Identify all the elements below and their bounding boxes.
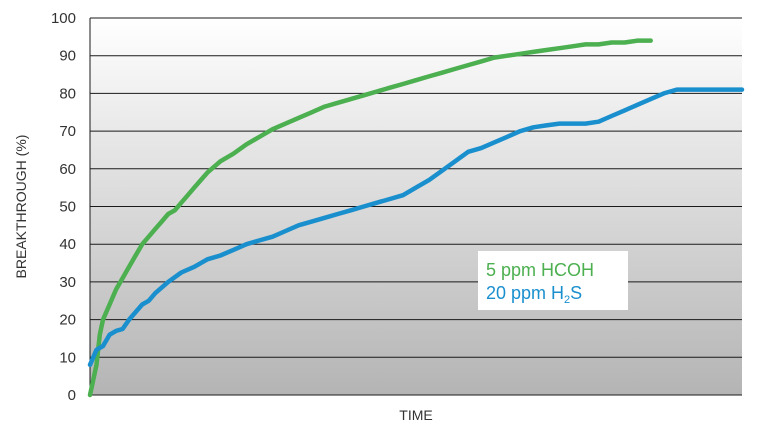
series-lines — [87, 38, 745, 398]
series-line-hcoh — [87, 38, 653, 398]
y-tick-label: 10 — [59, 349, 76, 366]
y-tick-label: 30 — [59, 274, 76, 291]
series-line-h2s — [87, 87, 745, 368]
y-tick-label: 60 — [59, 161, 76, 178]
y-axis-tick-labels: 0 10 20 30 40 50 60 70 80 90 100 — [51, 10, 76, 404]
y-tick-label: 0 — [68, 387, 76, 404]
y-tick-label: 100 — [51, 10, 76, 27]
y-tick-label: 70 — [59, 123, 76, 140]
gridlines — [89, 17, 742, 396]
y-tick-label: 20 — [59, 312, 76, 329]
legend-box — [478, 251, 628, 310]
y-tick-label: 80 — [59, 85, 76, 102]
legend-entry-hcoh: 5 ppm HCOH — [486, 260, 594, 280]
x-axis-title: TIME — [399, 407, 432, 423]
y-tick-label: 90 — [59, 48, 76, 65]
y-tick-label: 50 — [59, 199, 76, 216]
y-axis-title: BREAKTHROUGH (%) — [13, 135, 29, 279]
legend-entry-h2s: 20 ppm H2S — [486, 283, 582, 306]
legend: 5 ppm HCOH 20 ppm H2S — [478, 251, 628, 310]
y-tick-label: 40 — [59, 236, 76, 253]
